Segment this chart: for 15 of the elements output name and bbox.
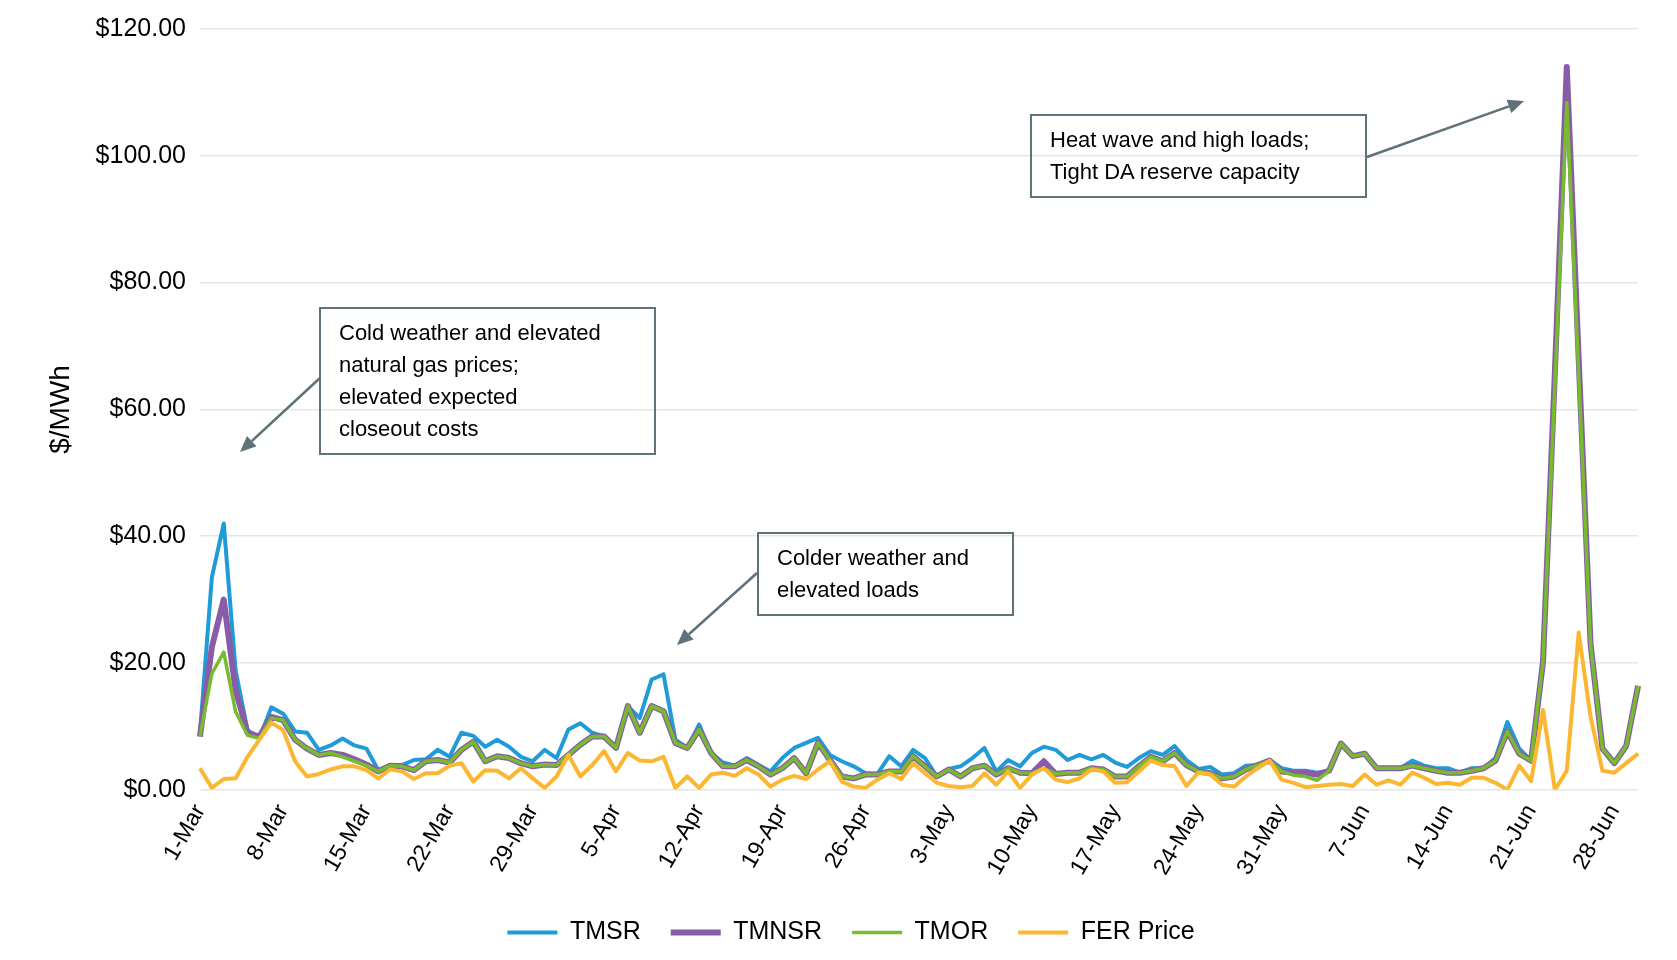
y-axis-title: $/MWh: [43, 365, 75, 454]
y-tick-label: $20.00: [109, 646, 186, 675]
y-tick-label: $60.00: [109, 393, 186, 422]
annotation: Cold weather and elevated natural gas prices; elevated expected closeout costs: [319, 307, 656, 455]
y-tick-label: $120.00: [95, 12, 186, 41]
legend-label: TMOR: [914, 916, 989, 945]
y-tick-label: $40.00: [109, 520, 186, 549]
legend-label: FER Price: [1080, 916, 1195, 945]
annotation: Colder weather and elevated loads: [757, 532, 1014, 616]
legend-label: TMSR: [569, 916, 641, 945]
annotation: Heat wave and high loads; Tight DA reserve capacity: [1030, 114, 1367, 198]
y-tick-label: $0.00: [123, 773, 186, 802]
legend-label: TMNSR: [733, 916, 823, 945]
y-tick-label: $80.00: [109, 266, 186, 295]
y-tick-label: $100.00: [95, 139, 186, 168]
